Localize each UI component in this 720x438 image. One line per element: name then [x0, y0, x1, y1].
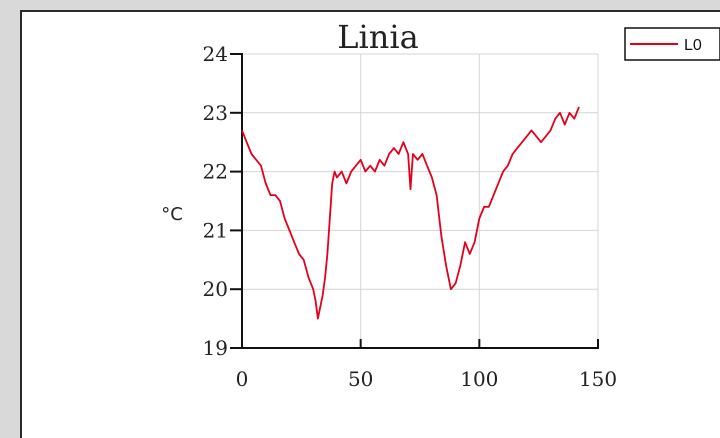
series-line-L0 — [241, 106, 580, 320]
y-tick-label: 19 — [203, 336, 228, 360]
chart-panel: 19 20 21 22 23 24 0 50 100 150 Linia °C L0 — [20, 10, 720, 438]
legend-label: L0 — [684, 37, 702, 54]
y-axis-label: °C — [161, 204, 183, 225]
x-tick-label: 50 — [348, 367, 373, 391]
x-tick-label: 0 — [236, 367, 249, 391]
y-tick-label: 23 — [203, 101, 228, 125]
chart-title: Linia — [337, 18, 418, 56]
x-tick-label: 100 — [460, 367, 498, 391]
y-tick-label: 24 — [203, 42, 228, 66]
y-tick-label: 21 — [203, 218, 228, 242]
x-tick-label: 150 — [579, 367, 617, 391]
line-chart: 19 20 21 22 23 24 0 50 100 150 Linia °C L0 — [161, 18, 720, 391]
y-tick-label: 20 — [203, 277, 228, 301]
y-tick-label: 22 — [203, 160, 228, 184]
